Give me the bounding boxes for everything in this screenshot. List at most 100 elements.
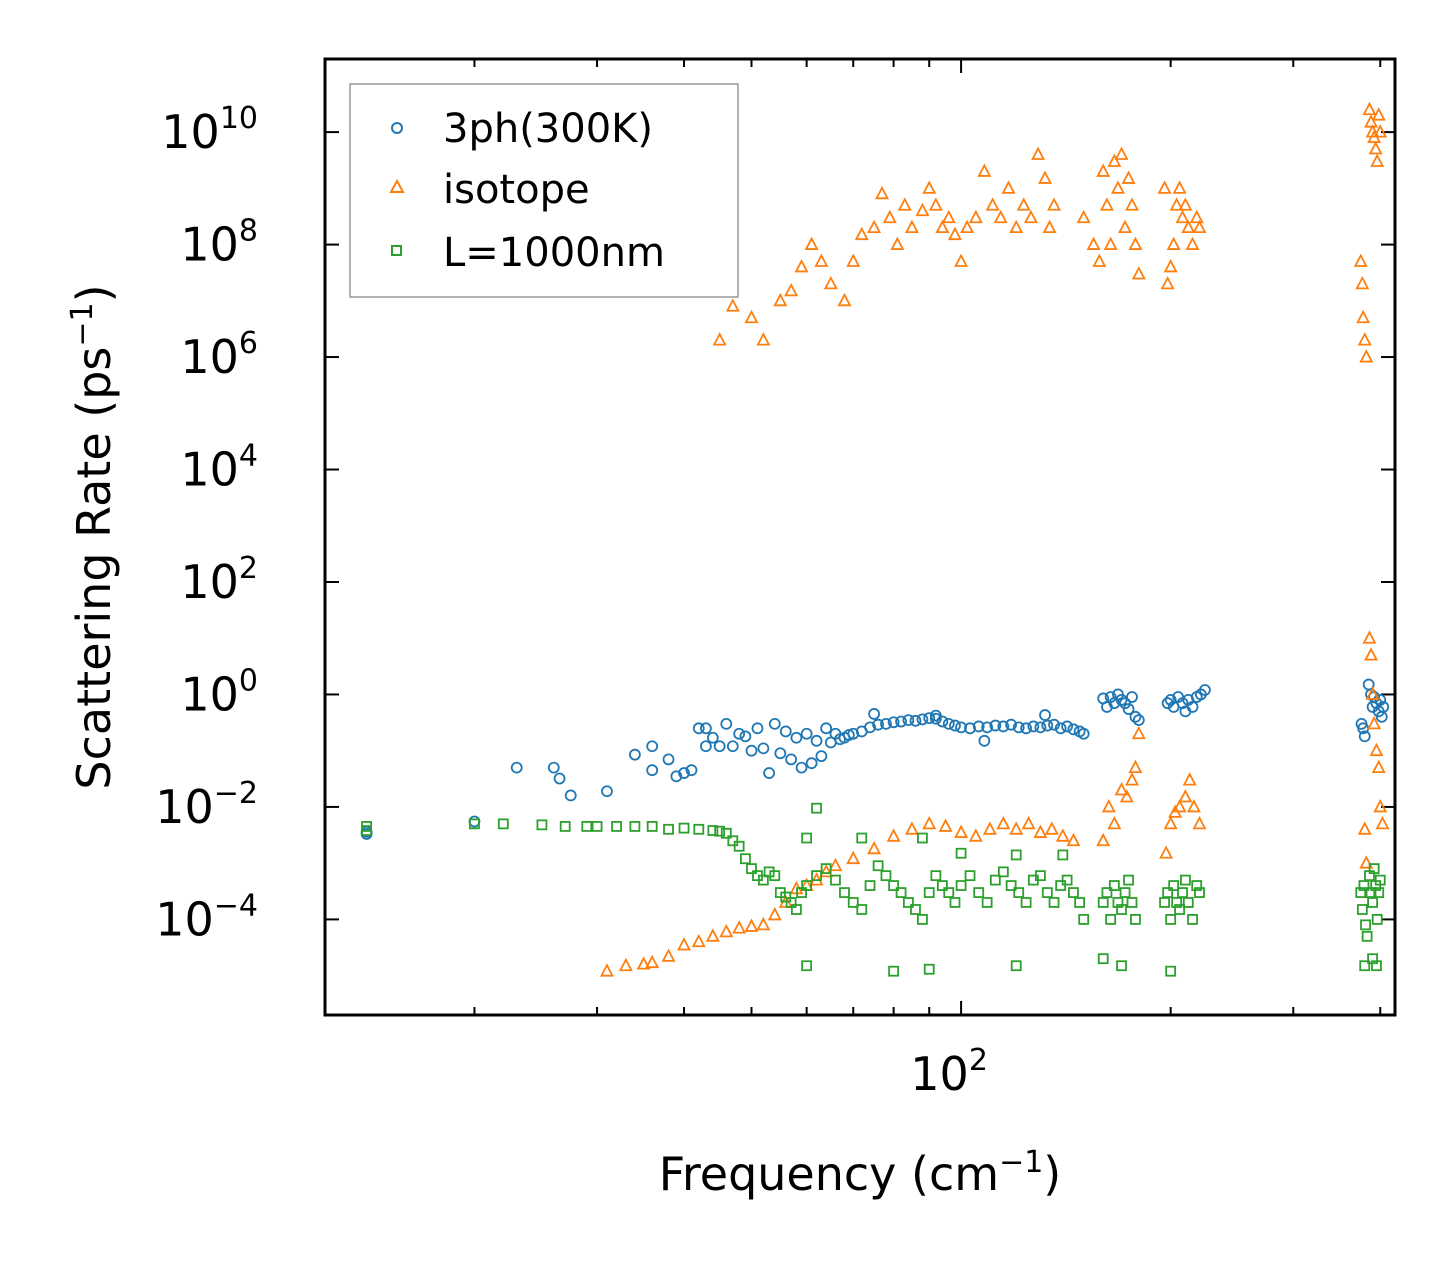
- data-point: [1176, 697, 1189, 710]
- data-point: [757, 874, 769, 886]
- data-point: [1180, 874, 1191, 886]
- data-point: [1178, 197, 1193, 211]
- data-point: [1125, 197, 1140, 211]
- data-point: [1005, 880, 1017, 891]
- data-point: [880, 870, 892, 882]
- data-point: [712, 332, 727, 346]
- data-point: [705, 928, 720, 942]
- data-point: [909, 714, 922, 727]
- data-point: [801, 832, 813, 844]
- data-point: [868, 708, 881, 720]
- data-point: [1164, 694, 1177, 706]
- data-point: [1157, 180, 1172, 194]
- data-point: [1374, 874, 1386, 886]
- data-point: [536, 819, 548, 831]
- data-point: [1107, 153, 1122, 167]
- data-point: [887, 716, 900, 729]
- data-point: [978, 734, 991, 747]
- data-point: [1192, 815, 1207, 830]
- data-point: [1367, 715, 1382, 730]
- data-point: [856, 832, 868, 844]
- data-point: [662, 753, 675, 766]
- data-point: [955, 721, 967, 734]
- series-0: [360, 678, 1390, 840]
- data-point: [1174, 904, 1186, 915]
- data-point: [1001, 180, 1016, 194]
- data-point: [1061, 874, 1073, 886]
- data-point: [935, 219, 950, 234]
- y-tick-label: 1010: [161, 101, 258, 159]
- data-point: [1362, 101, 1377, 116]
- data-point: [1199, 684, 1211, 696]
- data-point: [854, 226, 869, 241]
- data-point: [949, 719, 961, 732]
- data-point: [947, 226, 962, 241]
- data-point: [1057, 849, 1069, 861]
- data-point: [744, 918, 759, 932]
- data-point: [784, 282, 799, 297]
- data-point: [785, 753, 798, 766]
- data-point: [904, 219, 919, 234]
- data-point: [867, 219, 882, 234]
- data-point: [779, 725, 792, 738]
- data-point: [1192, 219, 1207, 234]
- data-point: [361, 825, 373, 836]
- data-point: [774, 747, 787, 760]
- data-point: [1160, 275, 1175, 290]
- data-point: [985, 197, 1000, 211]
- y-tick-label: 102: [180, 551, 258, 609]
- data-point: [882, 209, 897, 224]
- data-point: [1097, 897, 1109, 908]
- data-point: [497, 818, 509, 830]
- data-point: [628, 748, 641, 761]
- data-point: [1039, 709, 1051, 721]
- data-point: [1359, 960, 1371, 972]
- data-point: [989, 874, 1001, 886]
- data-point: [815, 750, 828, 763]
- data-point: [1096, 163, 1111, 177]
- legend-box: [349, 83, 739, 298]
- data-point: [1104, 691, 1117, 703]
- data-point: [1181, 219, 1196, 234]
- data-point: [692, 722, 705, 735]
- data-point: [1364, 647, 1379, 661]
- data-point: [725, 298, 740, 312]
- y-tick-label: 108: [180, 214, 258, 272]
- data-point: [1097, 953, 1109, 965]
- data-point: [1077, 727, 1090, 740]
- data-point: [559, 821, 571, 832]
- x-axis-title: Frequency (cm−1): [659, 1145, 1062, 1201]
- data-point: [864, 880, 876, 891]
- data-point: [713, 740, 726, 753]
- data-point: [922, 180, 937, 194]
- data-point: [902, 714, 915, 726]
- data-point: [1358, 880, 1370, 891]
- data-point: [1371, 960, 1382, 972]
- data-point: [1163, 815, 1178, 830]
- data-point: [1359, 349, 1374, 363]
- data-point: [790, 731, 803, 744]
- data-point: [938, 818, 953, 832]
- data-point: [1031, 146, 1046, 160]
- data-point: [756, 332, 771, 346]
- data-point: [756, 916, 771, 931]
- data-point: [820, 863, 832, 875]
- data-point: [1373, 887, 1385, 898]
- data-point: [929, 709, 942, 722]
- data-point: [872, 718, 885, 731]
- data-point: [814, 253, 829, 267]
- data-point: [581, 821, 593, 832]
- data-point: [1115, 694, 1128, 706]
- data-point: [1165, 965, 1177, 977]
- data-point: [955, 880, 967, 891]
- legend: 3ph(300K) isotope L=1000nm: [349, 83, 739, 298]
- data-point: [888, 965, 900, 977]
- data-point: [1186, 798, 1201, 813]
- data-point: [1187, 914, 1198, 925]
- legend-label-isotope: isotope: [443, 167, 590, 213]
- data-point: [1189, 209, 1204, 224]
- data-point: [1041, 719, 1054, 732]
- data-point: [663, 823, 674, 835]
- data-point: [890, 236, 905, 250]
- data-point: [1165, 914, 1177, 925]
